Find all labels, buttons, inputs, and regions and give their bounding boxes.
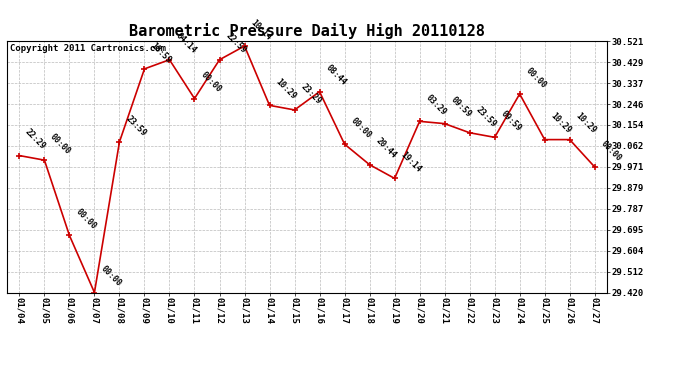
Text: 20:44: 20:44 [374,136,398,160]
Text: 10:29: 10:29 [549,111,573,135]
Title: Barometric Pressure Daily High 20110128: Barometric Pressure Daily High 20110128 [129,23,485,39]
Text: 00:00: 00:00 [599,139,623,163]
Text: 00:00: 00:00 [199,70,223,94]
Text: 00:00: 00:00 [99,264,123,288]
Text: 08:44: 08:44 [324,63,348,87]
Text: 00:00: 00:00 [48,132,72,156]
Text: 18:59: 18:59 [148,40,172,65]
Text: 19:14: 19:14 [399,150,423,174]
Text: Copyright 2011 Cartronics.com: Copyright 2011 Cartronics.com [10,44,166,53]
Text: 23:59: 23:59 [474,105,498,129]
Text: 09:59: 09:59 [448,95,473,120]
Text: 00:00: 00:00 [74,207,98,231]
Text: 00:00: 00:00 [348,116,373,140]
Text: 03:29: 03:29 [424,93,448,117]
Text: 10:29: 10:29 [274,77,298,101]
Text: 22:59: 22:59 [224,32,248,56]
Text: 09:59: 09:59 [499,109,523,133]
Text: 22:29: 22:29 [23,128,48,152]
Text: 23:59: 23:59 [124,114,148,138]
Text: 23:29: 23:29 [299,82,323,106]
Text: 00:00: 00:00 [524,66,548,90]
Text: 10:14: 10:14 [248,18,273,42]
Text: 10:29: 10:29 [574,111,598,135]
Text: 04:14: 04:14 [174,32,198,56]
